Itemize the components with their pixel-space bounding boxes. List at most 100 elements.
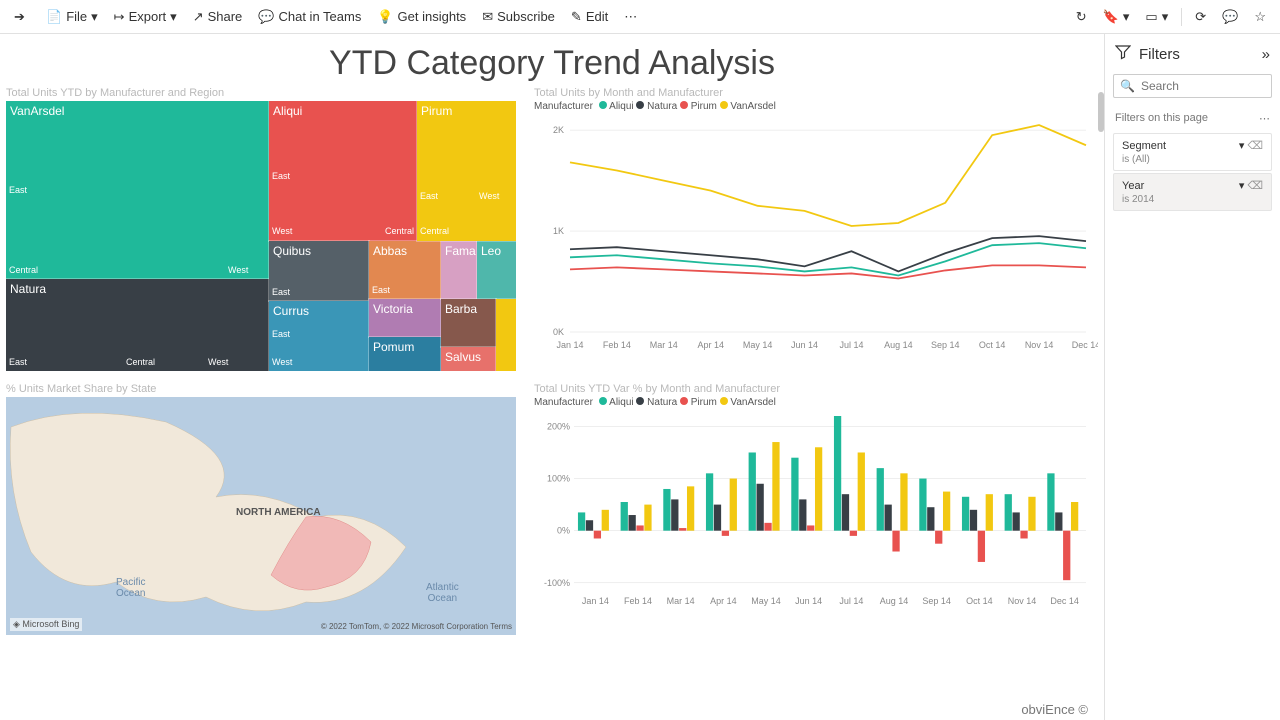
comment-icon: 💬 xyxy=(1222,9,1238,25)
svg-text:0%: 0% xyxy=(557,526,570,536)
treemap-cell[interactable]: CurrusEastWest xyxy=(269,301,369,371)
svg-text:Nov 14: Nov 14 xyxy=(1008,596,1037,606)
chevron-right-icon: ➔ xyxy=(14,9,30,25)
filters-title: Filters xyxy=(1139,46,1180,63)
treemap-cell[interactable]: QuibusEast xyxy=(269,241,369,301)
treemap-title: Total Units YTD by Manufacturer and Regi… xyxy=(6,87,516,99)
bulb-icon: 💡 xyxy=(377,9,393,25)
file-label: File xyxy=(66,9,87,24)
legend-label: Manufacturer xyxy=(534,397,593,408)
view-icon: ▭ xyxy=(1145,9,1157,25)
svg-text:Mar 14: Mar 14 xyxy=(667,596,695,606)
filters-pane: Filters » 🔍 Filters on this page⋯ Segmen… xyxy=(1104,34,1280,720)
map-title: % Units Market Share by State xyxy=(6,383,516,395)
ellipsis-icon[interactable]: ⋯ xyxy=(1259,112,1270,125)
svg-text:Apr 14: Apr 14 xyxy=(697,340,724,350)
svg-text:Jan 14: Jan 14 xyxy=(582,596,609,606)
star-icon: ☆ xyxy=(1254,9,1266,25)
treemap-cell[interactable]: Fama xyxy=(441,241,477,299)
reset-button[interactable]: ↻ xyxy=(1070,5,1093,29)
scrollbar[interactable] xyxy=(1098,92,1104,132)
ellipsis-icon: ⋯ xyxy=(624,9,637,25)
filters-section-header: Filters on this page⋯ xyxy=(1105,106,1280,131)
collapse-pane-icon[interactable]: » xyxy=(1262,46,1270,63)
svg-text:Jan 14: Jan 14 xyxy=(556,340,583,350)
report-canvas: YTD Category Trend Analysis Total Units … xyxy=(0,34,1104,720)
subscribe-button[interactable]: ✉Subscribe xyxy=(476,5,561,29)
insights-button[interactable]: 💡Get insights xyxy=(371,5,472,29)
chevron-down-icon: ▾ xyxy=(1162,9,1169,25)
treemap-cell[interactable]: VanArsdelEastCentralWest xyxy=(6,101,269,279)
export-menu[interactable]: ↦ Export▾ xyxy=(108,5,183,29)
footer-credit: obviEnce © xyxy=(6,702,1098,720)
treemap-cell[interactable]: AliquiEastWestCentral xyxy=(269,101,417,241)
view-button[interactable]: ▭▾ xyxy=(1139,5,1174,29)
svg-text:0K: 0K xyxy=(553,327,564,337)
pencil-icon: ✎ xyxy=(571,9,582,25)
favorite-button[interactable]: ☆ xyxy=(1248,5,1272,29)
chevron-down-icon: ▾ xyxy=(91,9,98,25)
treemap-cell[interactable]: PirumEastWestCentral xyxy=(417,101,516,241)
map-copyright: © 2022 TomTom, © 2022 Microsoft Corporat… xyxy=(321,622,512,631)
svg-text:Jun 14: Jun 14 xyxy=(795,596,822,606)
treemap-cell[interactable]: AbbasEast xyxy=(369,241,441,299)
svg-text:Nov 14: Nov 14 xyxy=(1025,340,1054,350)
subscribe-label: Subscribe xyxy=(497,9,555,24)
refresh-icon: ⟳ xyxy=(1195,9,1206,25)
back-button[interactable]: ➔ xyxy=(8,5,36,29)
map-pacific-label: Pacific Ocean xyxy=(116,577,145,599)
export-label: Export xyxy=(129,9,167,24)
treemap-cell[interactable]: Leo xyxy=(477,241,516,299)
treemap-cell[interactable]: Victoria xyxy=(369,299,441,337)
refresh-button[interactable]: ⟳ xyxy=(1189,5,1212,29)
map-atlantic-label: Atlantic Ocean xyxy=(426,582,459,604)
line-chart-visual[interactable]: Total Units by Month and Manufacturer Ma… xyxy=(534,87,1098,377)
svg-text:200%: 200% xyxy=(547,421,570,431)
clear-filter-icon[interactable]: ⌫ xyxy=(1247,140,1263,152)
share-icon: ↗ xyxy=(193,9,204,25)
bookmark-icon: 🔖 xyxy=(1103,9,1119,25)
treemap-cell[interactable]: Pomum xyxy=(369,337,441,371)
map-canvas[interactable]: NORTH AMERICA Pacific Ocean Atlantic Oce… xyxy=(6,397,516,635)
filter-card[interactable]: Year▾ ⌫is 2014 xyxy=(1113,173,1272,211)
bookmark-button[interactable]: 🔖▾ xyxy=(1097,5,1136,29)
edit-label: Edit xyxy=(586,9,608,24)
treemap-cell[interactable]: NaturaEastCentralWest xyxy=(6,279,269,371)
map-visual[interactable]: % Units Market Share by State NORTH AMER… xyxy=(6,383,516,696)
svg-text:Aug 14: Aug 14 xyxy=(884,340,913,350)
filter-card[interactable]: Segment▾ ⌫is (All) xyxy=(1113,133,1272,171)
chevron-down-icon[interactable]: ▾ xyxy=(1239,180,1245,192)
bar-chart-title: Total Units YTD Var % by Month and Manuf… xyxy=(534,383,1098,395)
line-chart-title: Total Units by Month and Manufacturer xyxy=(534,87,1098,99)
treemap-visual[interactable]: Total Units YTD by Manufacturer and Regi… xyxy=(6,87,516,377)
share-label: Share xyxy=(208,9,243,24)
treemap-cell[interactable]: Barba xyxy=(441,299,496,347)
edit-button[interactable]: ✎ Edit xyxy=(565,5,614,29)
share-button[interactable]: ↗ Share xyxy=(187,5,249,29)
svg-text:Feb 14: Feb 14 xyxy=(603,340,631,350)
toolbar: ➔ 📄File▾ ↦Export▾ ↗Share 💬Chat in Teams … xyxy=(0,0,1280,34)
svg-text:Dec 14: Dec 14 xyxy=(1050,596,1079,606)
more-button[interactable]: ⋯ xyxy=(618,5,643,29)
chat-label: Chat in Teams xyxy=(278,9,361,24)
comment-button[interactable]: 💬 xyxy=(1216,5,1244,29)
file-menu[interactable]: 📄File▾ xyxy=(40,5,104,29)
svg-text:Jul 14: Jul 14 xyxy=(839,596,863,606)
filters-search[interactable]: 🔍 xyxy=(1113,74,1272,98)
search-input[interactable] xyxy=(1141,79,1265,93)
svg-text:1K: 1K xyxy=(553,226,564,236)
svg-text:-100%: -100% xyxy=(544,578,570,588)
svg-text:Oct 14: Oct 14 xyxy=(966,596,993,606)
export-icon: ↦ xyxy=(114,9,125,25)
chevron-down-icon[interactable]: ▾ xyxy=(1239,140,1245,152)
svg-text:2K: 2K xyxy=(553,125,564,135)
reset-icon: ↻ xyxy=(1076,9,1087,25)
treemap-cell[interactable] xyxy=(496,299,516,371)
clear-filter-icon[interactable]: ⌫ xyxy=(1247,180,1263,192)
chat-teams-button[interactable]: 💬Chat in Teams xyxy=(252,5,367,29)
bar-chart-visual[interactable]: Total Units YTD Var % by Month and Manuf… xyxy=(534,383,1098,696)
line-chart-legend: Manufacturer Aliqui Natura Pirum VanArsd… xyxy=(534,101,1098,112)
svg-text:100%: 100% xyxy=(547,474,570,484)
treemap-cell[interactable]: Salvus xyxy=(441,347,496,371)
chevron-down-icon: ▾ xyxy=(170,9,177,25)
